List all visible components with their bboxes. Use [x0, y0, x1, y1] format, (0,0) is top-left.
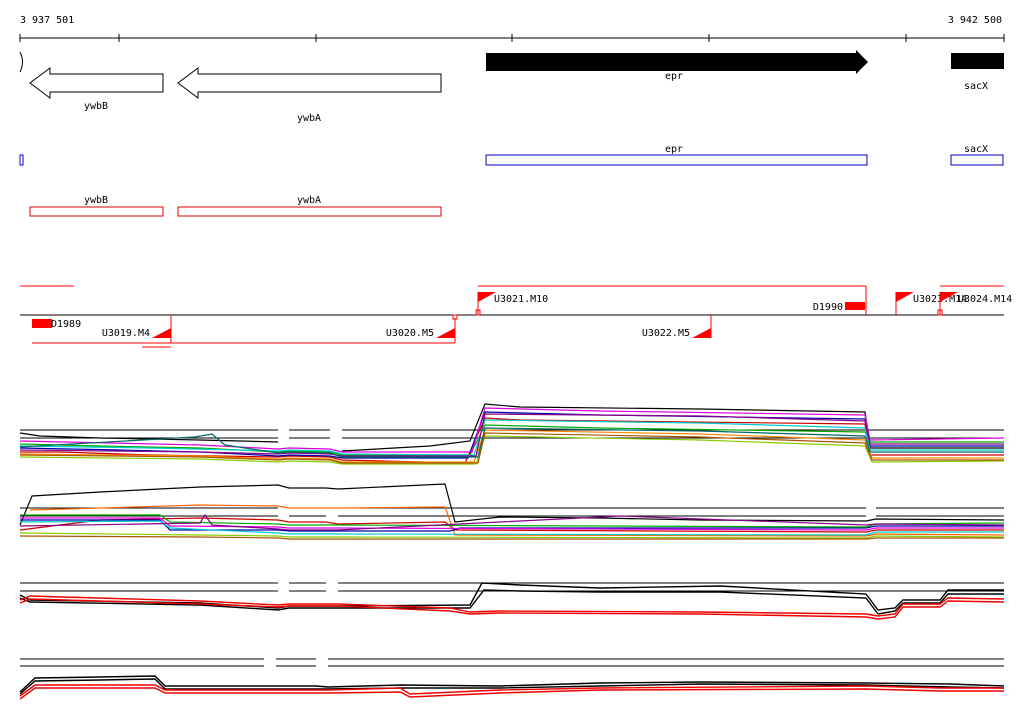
red-box-ywbA[interactable] — [177, 206, 442, 217]
expression-panel-1 — [19, 403, 1005, 465]
gene-arrow-sacX[interactable] — [951, 53, 1004, 69]
gene-track: ywbB ywbA epr sacX — [19, 50, 1004, 124]
blue-label-epr: epr — [665, 144, 683, 155]
gene-partial-left[interactable] — [19, 51, 23, 73]
segment-label-u3022: U3022.M5 — [642, 328, 690, 339]
red-annotation-track: ywbB ywbA — [29, 195, 442, 217]
gene-label-epr: epr — [665, 71, 683, 82]
segment-block-d1990[interactable] — [845, 302, 865, 310]
segment-label-d1990: D1990 — [813, 302, 843, 313]
segment-label-u3019: U3019.M4 — [102, 328, 150, 339]
expression-panel-3 — [19, 582, 1005, 620]
expression-traces-panel-1 — [19, 403, 1005, 465]
red-label-ywbA: ywbA — [297, 195, 321, 206]
segment-flag-u3019[interactable] — [152, 328, 171, 338]
segment-track: U3021.M10 U3023.M14 U3024.M14 D1990 D198… — [20, 285, 1012, 348]
expression-panel-2 — [19, 483, 1005, 540]
expression-traces-panel-2 — [19, 483, 1005, 540]
expression-panel-4 — [19, 658, 1005, 700]
segment-flag-u3020[interactable] — [436, 328, 455, 338]
red-box-ywbB[interactable] — [29, 206, 164, 217]
segment-marker — [475, 309, 481, 316]
blue-annotation-track: epr sacX — [19, 144, 1004, 166]
segment-label-u3020: U3020.M5 — [386, 328, 434, 339]
ruler-end-label: 3 942 500 — [948, 15, 1002, 26]
segment-block-d1989[interactable] — [32, 319, 52, 328]
gene-arrow-ywbB[interactable] — [29, 67, 164, 99]
gene-label-ywbB: ywbB — [84, 101, 108, 112]
blue-box-sacX[interactable] — [950, 154, 1004, 166]
blue-box-epr[interactable] — [485, 154, 868, 166]
expression-traces-panel-3 — [19, 582, 1005, 620]
gene-arrow-epr[interactable] — [486, 50, 868, 74]
segment-label-d1989: D1989 — [51, 319, 81, 330]
ruler-start-label: 3 937 501 — [20, 15, 74, 26]
segment-label-u3024: U3024.M14 — [958, 294, 1012, 305]
segment-label-u3021: U3021.M10 — [494, 294, 548, 305]
expression-traces-panel-4 — [19, 675, 1005, 700]
segment-marker — [937, 309, 943, 316]
segment-marker — [452, 314, 458, 320]
segment-flag-u3023[interactable] — [896, 292, 914, 302]
blue-label-sacX: sacX — [964, 144, 988, 155]
segment-flag-u3024[interactable] — [940, 292, 958, 302]
coordinate-ruler: 3 937 501 3 942 500 — [19, 15, 1005, 42]
red-label-ywbB: ywbB — [84, 195, 108, 206]
gene-label-ywbA: ywbA — [297, 113, 321, 124]
gene-arrow-ywbA[interactable] — [177, 67, 442, 99]
segment-flag-u3022[interactable] — [692, 328, 711, 338]
gene-label-sacX: sacX — [964, 81, 988, 92]
segment-flag-u3021[interactable] — [478, 292, 496, 302]
blue-box-partial[interactable] — [19, 154, 24, 166]
